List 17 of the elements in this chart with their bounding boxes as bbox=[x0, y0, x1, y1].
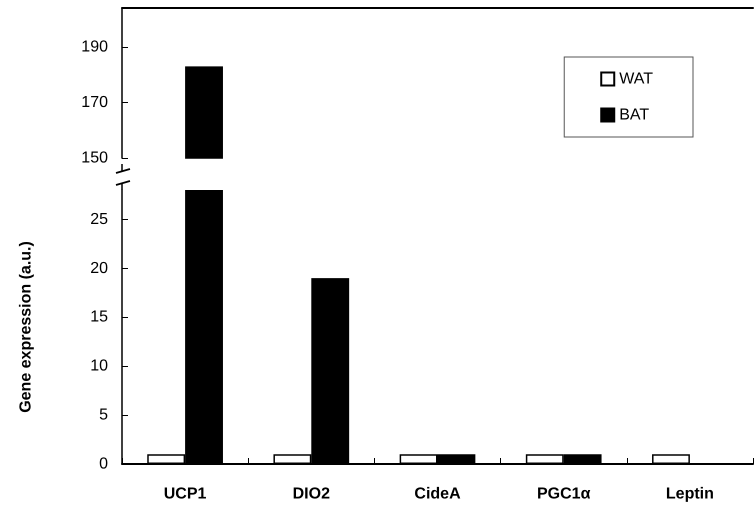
legend-label: BAT bbox=[619, 106, 650, 124]
y-axis-title: Gene expression (a.u.) bbox=[18, 241, 34, 413]
y-tick-label: 150 bbox=[81, 150, 108, 166]
y-tick-label: 0 bbox=[99, 456, 108, 472]
y-tick-label: 170 bbox=[81, 94, 108, 111]
y-tick-label: 20 bbox=[90, 260, 108, 277]
x-tick-label: CideA bbox=[414, 486, 462, 502]
x-tick-label: UCP1 bbox=[164, 486, 207, 502]
x-tick-label: DIO2 bbox=[292, 486, 330, 502]
y-tick-label: 5 bbox=[99, 406, 108, 424]
y-tick-label: 15 bbox=[90, 308, 108, 326]
y-tick-label: 10 bbox=[90, 358, 108, 375]
legend-label: WAT bbox=[619, 70, 654, 88]
y-tick-label: 190 bbox=[81, 38, 108, 56]
x-tick-label: Leptin bbox=[666, 486, 714, 502]
y-tick-label: 25 bbox=[90, 210, 108, 228]
x-tick-label: PGC1α bbox=[536, 486, 591, 502]
